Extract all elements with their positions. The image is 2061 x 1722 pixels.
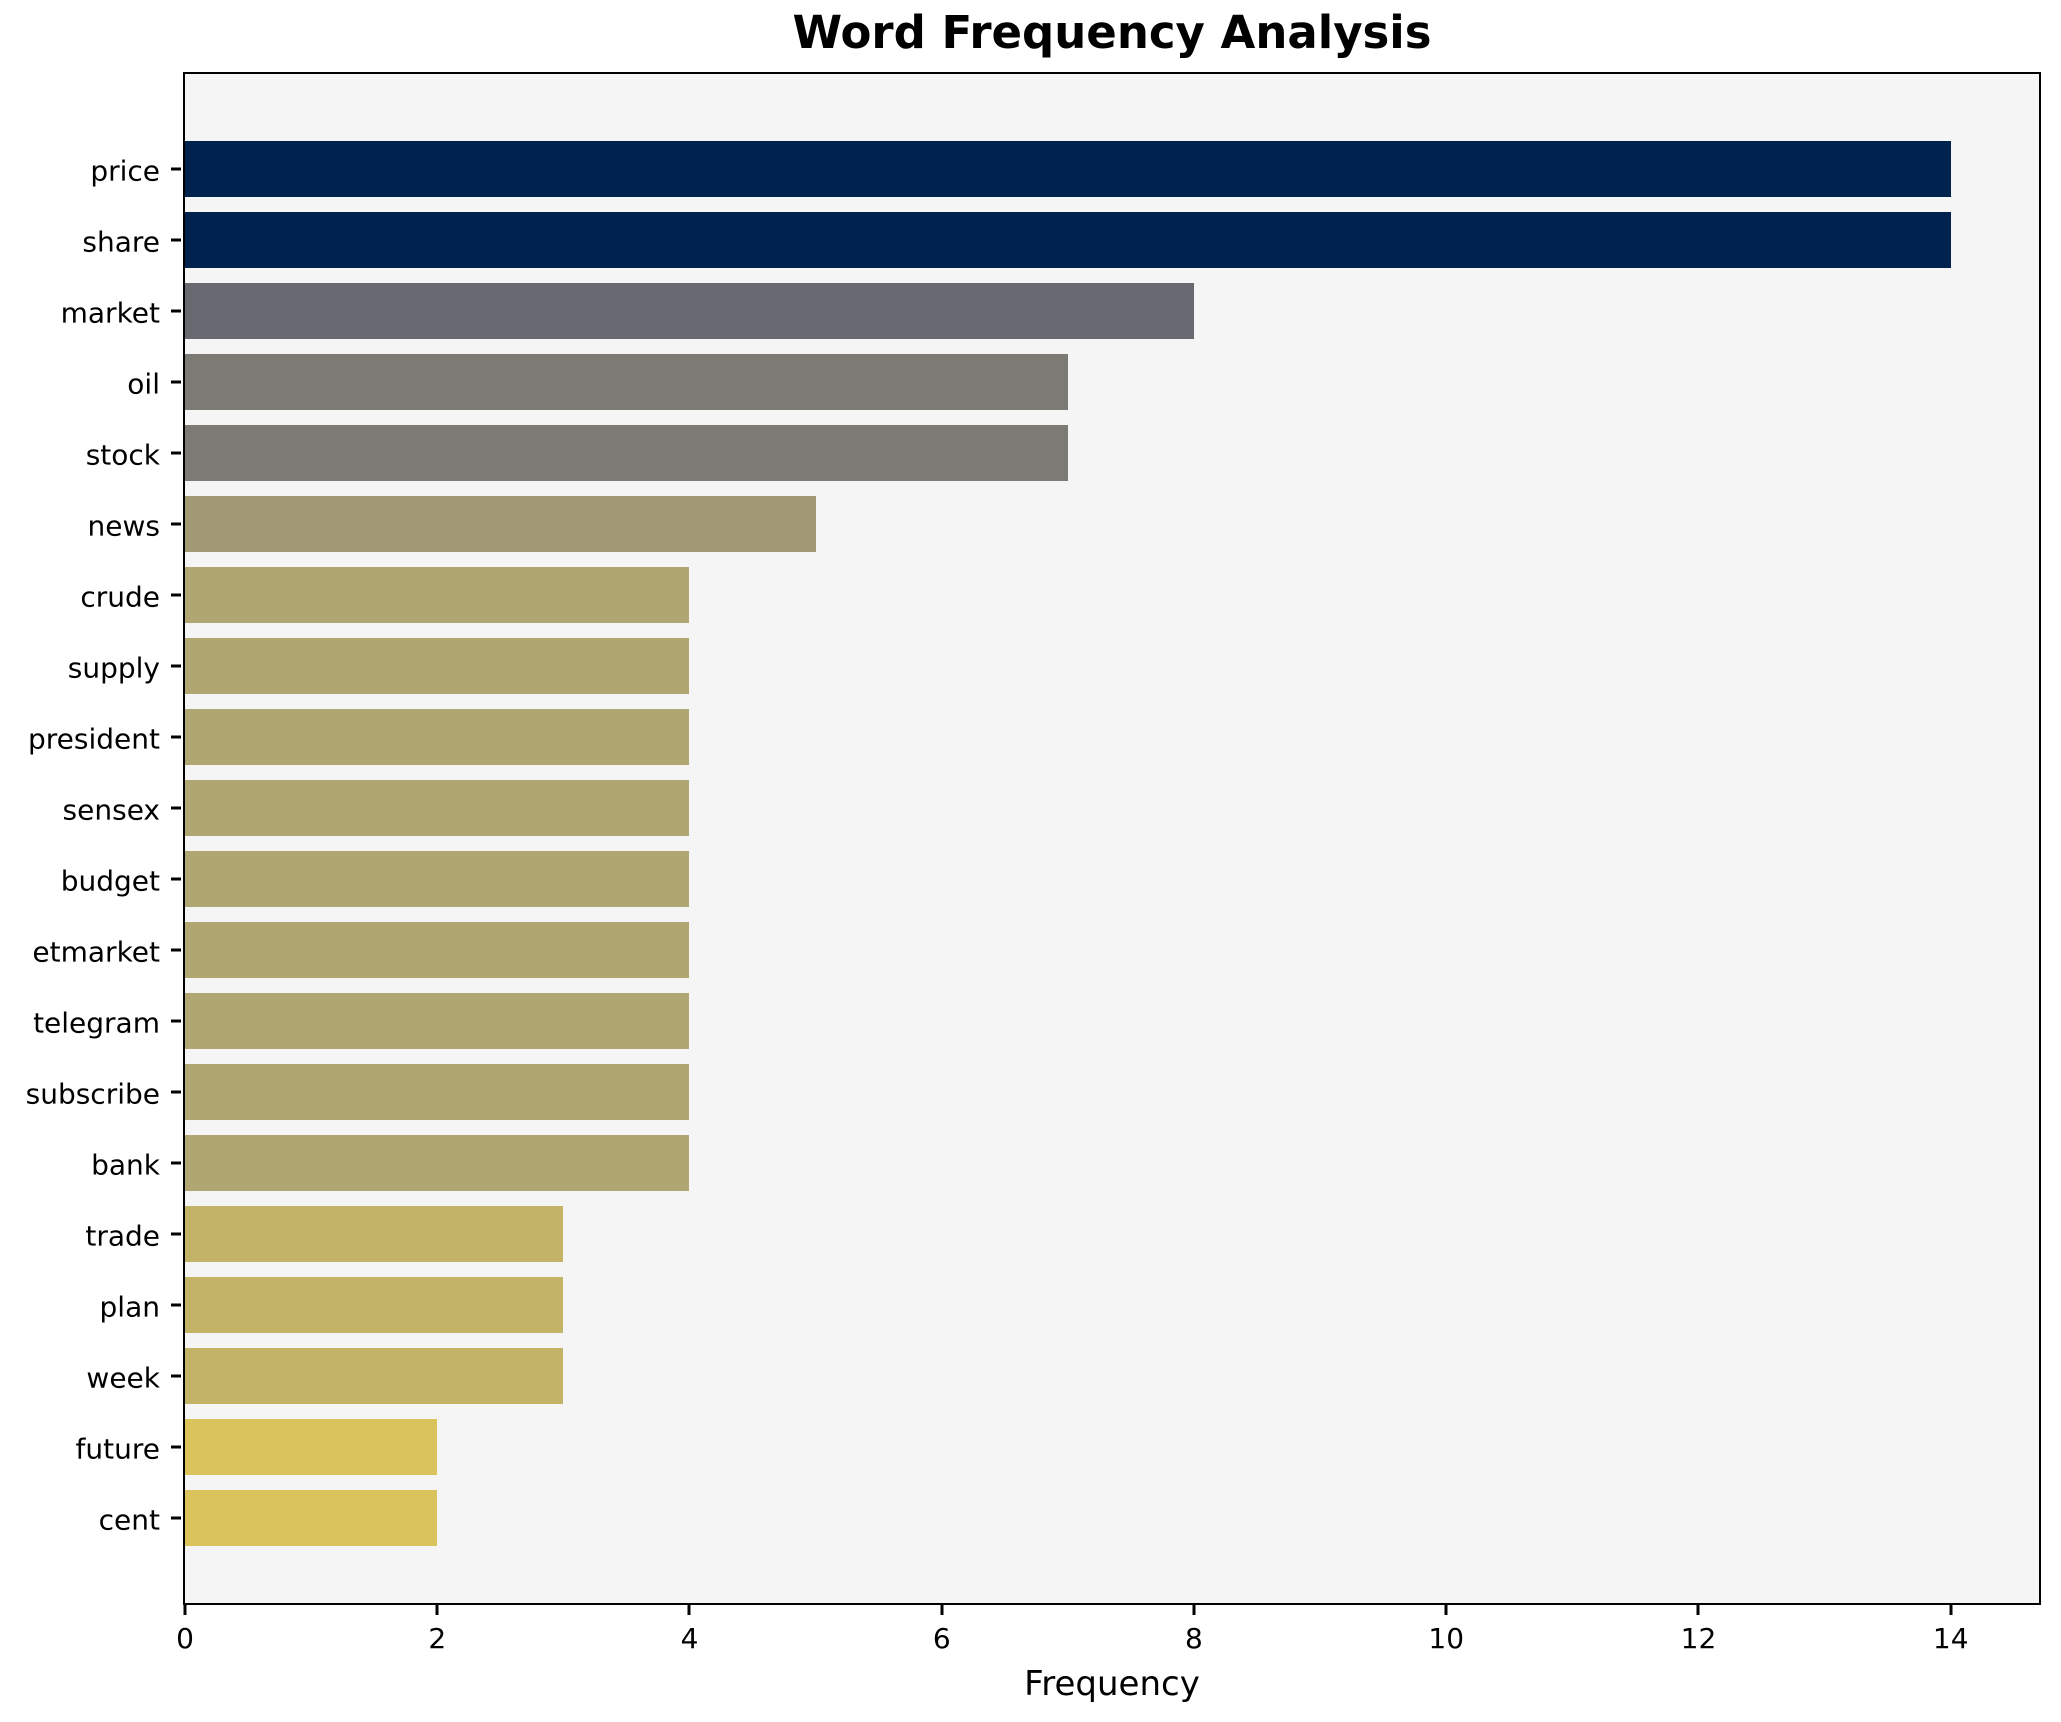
y-tick-label-price: price xyxy=(90,154,160,188)
bar-cent xyxy=(185,1490,438,1546)
y-tick-mark xyxy=(171,522,181,526)
bar-trade xyxy=(185,1206,564,1262)
y-tick-label-telegram: telegram xyxy=(33,1006,160,1040)
y-tick-mark xyxy=(171,948,181,952)
y-tick-mark xyxy=(171,1161,181,1165)
x-tick-mark xyxy=(687,1605,691,1615)
y-tick-mark xyxy=(171,664,181,668)
bar-budget xyxy=(185,851,690,907)
bar-market xyxy=(185,283,1194,339)
y-tick-label-oil: oil xyxy=(127,367,160,401)
x-tick-mark xyxy=(1949,1605,1953,1615)
y-tick-mark xyxy=(171,238,181,242)
bar-telegram xyxy=(185,993,690,1049)
y-tick-mark xyxy=(171,1445,181,1449)
plot-area xyxy=(183,72,2041,1605)
y-tick-label-share: share xyxy=(82,225,160,259)
y-tick-mark xyxy=(171,1303,181,1307)
y-tick-mark xyxy=(171,309,181,313)
x-tick-label-6: 6 xyxy=(932,1622,951,1655)
bar-future xyxy=(185,1419,438,1475)
bar-supply xyxy=(185,638,690,694)
y-tick-mark xyxy=(171,1374,181,1378)
bar-week xyxy=(185,1348,564,1404)
y-tick-label-cent: cent xyxy=(98,1503,160,1537)
y-tick-mark xyxy=(171,593,181,597)
y-tick-label-crude: crude xyxy=(80,580,160,614)
bar-subscribe xyxy=(185,1064,690,1120)
x-tick-mark xyxy=(1696,1605,1700,1615)
y-tick-mark xyxy=(171,1019,181,1023)
y-tick-label-subscribe: subscribe xyxy=(25,1077,160,1111)
y-tick-label-week: week xyxy=(86,1361,160,1395)
y-tick-mark xyxy=(171,167,181,171)
bar-stock xyxy=(185,425,1068,481)
x-tick-mark xyxy=(940,1605,944,1615)
bar-etmarket xyxy=(185,922,690,978)
y-tick-label-news: news xyxy=(87,509,160,543)
bar-crude xyxy=(185,567,690,623)
x-axis-label: Frequency xyxy=(1024,1664,1200,1704)
x-tick-label-12: 12 xyxy=(1680,1622,1717,1655)
y-tick-mark xyxy=(171,451,181,455)
y-tick-label-market: market xyxy=(60,296,160,330)
x-tick-mark xyxy=(183,1605,187,1615)
x-tick-label-2: 2 xyxy=(428,1622,447,1655)
y-tick-mark xyxy=(171,380,181,384)
bar-news xyxy=(185,496,816,552)
y-tick-mark xyxy=(171,1516,181,1520)
x-tick-mark xyxy=(1444,1605,1448,1615)
y-tick-mark xyxy=(171,1232,181,1236)
y-axis-labels: price share market oil stock news crude supply p… xyxy=(0,74,160,1603)
y-tick-label-sensex: sensex xyxy=(62,793,160,827)
y-tick-label-future: future xyxy=(75,1432,160,1466)
y-tick-mark xyxy=(171,806,181,810)
y-tick-mark xyxy=(171,877,181,881)
y-tick-mark xyxy=(171,1090,181,1094)
y-tick-label-bank: bank xyxy=(91,1148,160,1182)
bar-president xyxy=(185,709,690,765)
x-tick-mark xyxy=(1192,1605,1196,1615)
bar-bank xyxy=(185,1135,690,1191)
y-tick-label-etmarket: etmarket xyxy=(32,935,160,969)
y-tick-label-stock: stock xyxy=(85,438,160,472)
x-tick-label-4: 4 xyxy=(680,1622,699,1655)
x-tick-label-0: 0 xyxy=(176,1622,194,1655)
bar-sensex xyxy=(185,780,690,836)
bar-oil xyxy=(185,354,1068,410)
y-tick-label-president: president xyxy=(28,722,160,756)
x-tick-label-10: 10 xyxy=(1428,1622,1465,1655)
chart-title: Word Frequency Analysis xyxy=(792,6,1432,59)
y-tick-label-supply: supply xyxy=(67,651,160,685)
bar-plan xyxy=(185,1277,564,1333)
y-tick-label-trade: trade xyxy=(85,1219,160,1253)
y-tick-mark xyxy=(171,735,181,739)
x-tick-label-14: 14 xyxy=(1932,1622,1969,1655)
y-tick-label-budget: budget xyxy=(60,864,160,898)
bar-price xyxy=(185,141,1951,197)
y-tick-label-plan: plan xyxy=(99,1290,160,1324)
x-tick-label-8: 8 xyxy=(1185,1622,1203,1655)
x-tick-mark xyxy=(435,1605,439,1615)
bar-share xyxy=(185,212,1951,268)
